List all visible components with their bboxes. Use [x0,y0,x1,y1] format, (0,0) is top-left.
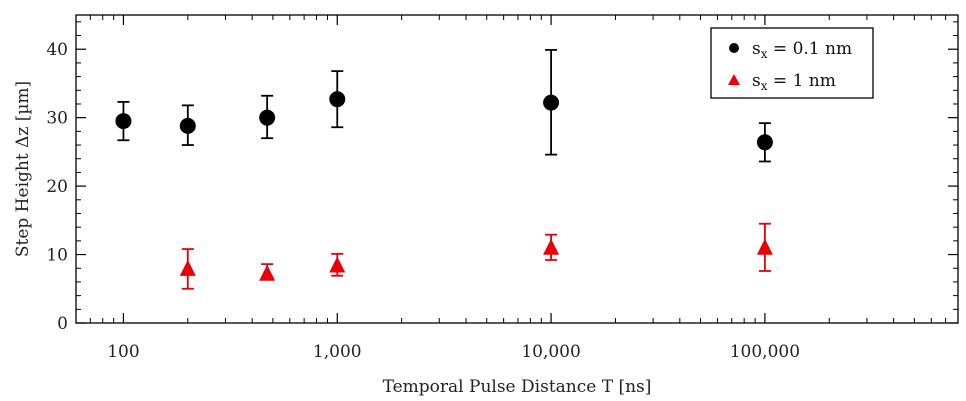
data-point-triangle [329,256,346,273]
data-layer [115,49,773,290]
legend-label-rest: = 1 nm [768,71,836,91]
series-2 [179,222,773,290]
legend-label-rest: = 0.1 nm [768,39,853,59]
legend-marker-circle [729,43,739,53]
x-tick-label: 100 [107,342,139,362]
y-tick-label: 30 [46,109,68,129]
data-point-circle [543,94,560,111]
x-tick-label: 100,000 [730,342,800,362]
data-point-circle [756,134,773,151]
legend-box [710,27,874,99]
legend-marker-triangle [728,74,740,85]
x-axis-title: Temporal Pulse Distance T [ns] [383,377,652,397]
data-point-triangle [543,238,560,255]
y-tick-label: 0 [57,314,68,334]
y-tick-label: 40 [46,40,68,60]
x-tick-label: 1,000 [313,342,362,362]
data-point-circle [329,91,346,108]
legend-label-series-2: sx = 1 nm [752,71,836,93]
x-tick-label: 10,000 [521,342,580,362]
legend: sx = 0.1 nm sx = 1 nm [710,27,874,99]
data-point-circle [179,117,196,134]
data-point-circle [115,113,132,130]
legend-label-sub: x [761,79,768,93]
legend-label-sub: x [761,47,768,61]
y-tick-label: 10 [46,246,68,266]
data-point-triangle [259,264,276,281]
series-1 [115,49,773,163]
data-point-triangle [179,259,196,276]
legend-label-series-1: sx = 0.1 nm [752,39,852,61]
plot-frame [75,14,959,324]
data-point-triangle [756,238,773,255]
y-tick-label: 20 [46,177,68,197]
legend-label-base: s [752,71,761,91]
data-point-circle [259,109,276,126]
axes: 100 1,000 10,000 100,000 0 10 20 30 40 [46,14,959,362]
y-axis-title: Step Height Δz [µm] [13,81,33,257]
legend-label-base: s [752,39,761,59]
